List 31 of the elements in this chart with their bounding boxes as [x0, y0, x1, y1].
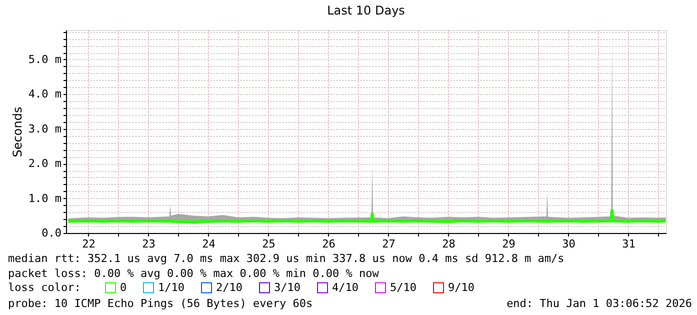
legend-title: loss color: — [8, 281, 81, 294]
x-tick-label: 22 — [82, 238, 96, 250]
legend-label: 0 — [120, 280, 127, 294]
y-tick-label: 2.0 m — [28, 157, 62, 170]
legend-label: 9/10 — [448, 280, 474, 294]
x-tick-label: 23 — [142, 238, 156, 250]
text: median rtt: 352.1 us avg 7.0 ms max 302.9 us min 337.8 us now 0.4 ms sd 912.8 m am/s — [8, 252, 564, 265]
legend-label: 3/10 — [274, 280, 300, 294]
x-tick-label: 25 — [262, 238, 276, 250]
y-tick-label: 5.0 m — [28, 52, 62, 66]
y-tick-label: 0.0 — [42, 226, 62, 240]
text: probe: 10 ICMP Echo Pings (56 Bytes) every 60s — [8, 297, 313, 310]
x-tick-label: 30 — [562, 238, 576, 250]
x-tick-label: 31 — [622, 238, 636, 250]
y-axis-title: Seconds — [10, 106, 24, 158]
legend-label: 4/10 — [332, 280, 358, 294]
legend-label: 2/10 — [216, 280, 242, 294]
x-tick-label: 24 — [202, 238, 216, 250]
y-tick-label: 4.0 m — [28, 88, 62, 101]
y-tick-label: 1.0 m — [28, 192, 62, 205]
y-tick-label: 3.0 m — [28, 122, 62, 136]
line-series — [66, 208, 666, 224]
text: packet loss: 0.00 % avg 0.00 % max 0.00 % min 0.00 % now — [8, 267, 380, 280]
text: end: Thu Jan 1 03:06:52 2026 — [506, 297, 692, 310]
chart-title: Last 10 Days — [327, 4, 405, 18]
x-tick-label: 28 — [442, 238, 456, 250]
x-tick-label: 27 — [382, 238, 396, 250]
legend-label: 5/10 — [390, 280, 416, 294]
legend-label: 1/10 — [158, 280, 184, 294]
x-tick-label: 29 — [502, 238, 516, 250]
x-tick-label: 26 — [322, 238, 336, 250]
